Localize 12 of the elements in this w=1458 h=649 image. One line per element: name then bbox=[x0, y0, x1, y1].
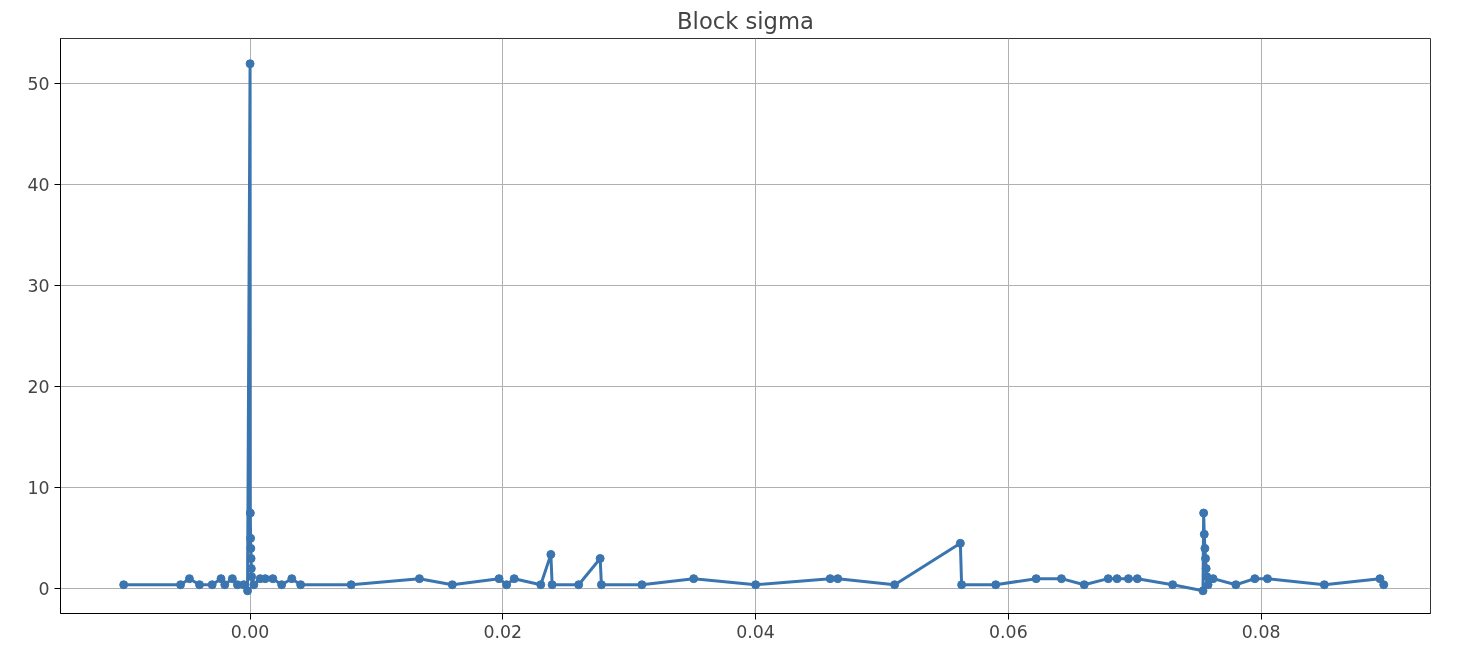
chart-title: Block sigma bbox=[677, 7, 814, 34]
y-tick-label: 10 bbox=[27, 478, 50, 499]
x-tick-label: 0.06 bbox=[989, 621, 1028, 642]
y-tick-label: 20 bbox=[27, 377, 50, 398]
y-tick-label: 30 bbox=[27, 276, 50, 297]
y-tick-label: 40 bbox=[27, 175, 50, 196]
y-tick-label: 50 bbox=[27, 74, 50, 95]
x-tick-label: 0.08 bbox=[1241, 621, 1281, 642]
x-tick-label: 0.04 bbox=[736, 621, 775, 642]
x-tick-label: 0.02 bbox=[483, 621, 523, 642]
x-tick-label: 0.00 bbox=[230, 621, 270, 642]
y-tick-label: 0 bbox=[38, 579, 50, 600]
